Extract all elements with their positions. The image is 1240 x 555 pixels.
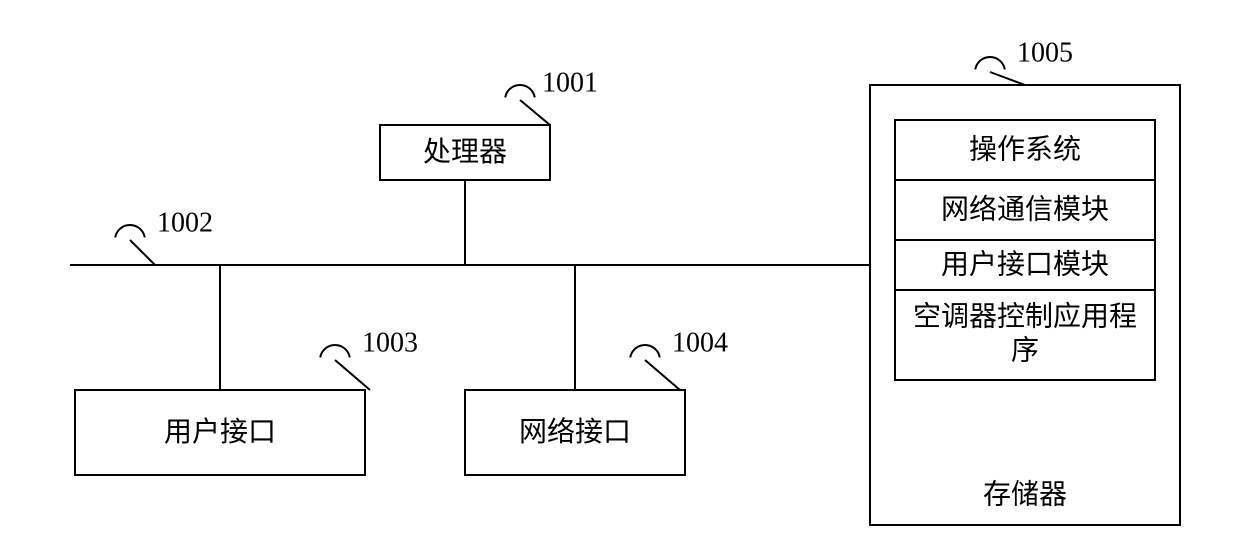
svg-text:1005: 1005	[1017, 37, 1073, 68]
svg-text:用户接口: 用户接口	[164, 416, 276, 448]
svg-text:网络通信模块: 网络通信模块	[941, 193, 1109, 225]
svg-text:操作系统: 操作系统	[969, 133, 1081, 165]
svg-text:网络接口: 网络接口	[519, 416, 631, 448]
svg-text:1004: 1004	[672, 327, 728, 358]
svg-text:用户接口模块: 用户接口模块	[941, 248, 1109, 280]
svg-text:1001: 1001	[542, 67, 598, 98]
memory-inner: 操作系统网络通信模块用户接口模块空调器控制应用程序	[895, 120, 1155, 380]
node-network_interface: 网络接口	[465, 390, 685, 475]
svg-text:空调器控制应用程: 空调器控制应用程	[913, 300, 1137, 332]
node-processor: 处理器	[380, 125, 550, 180]
node-user_interface: 用户接口	[75, 390, 365, 475]
svg-text:处理器: 处理器	[423, 136, 507, 168]
svg-text:1002: 1002	[157, 207, 213, 238]
svg-text:存储器: 存储器	[983, 478, 1067, 510]
svg-text:序: 序	[1011, 334, 1039, 366]
svg-text:1003: 1003	[362, 327, 418, 358]
